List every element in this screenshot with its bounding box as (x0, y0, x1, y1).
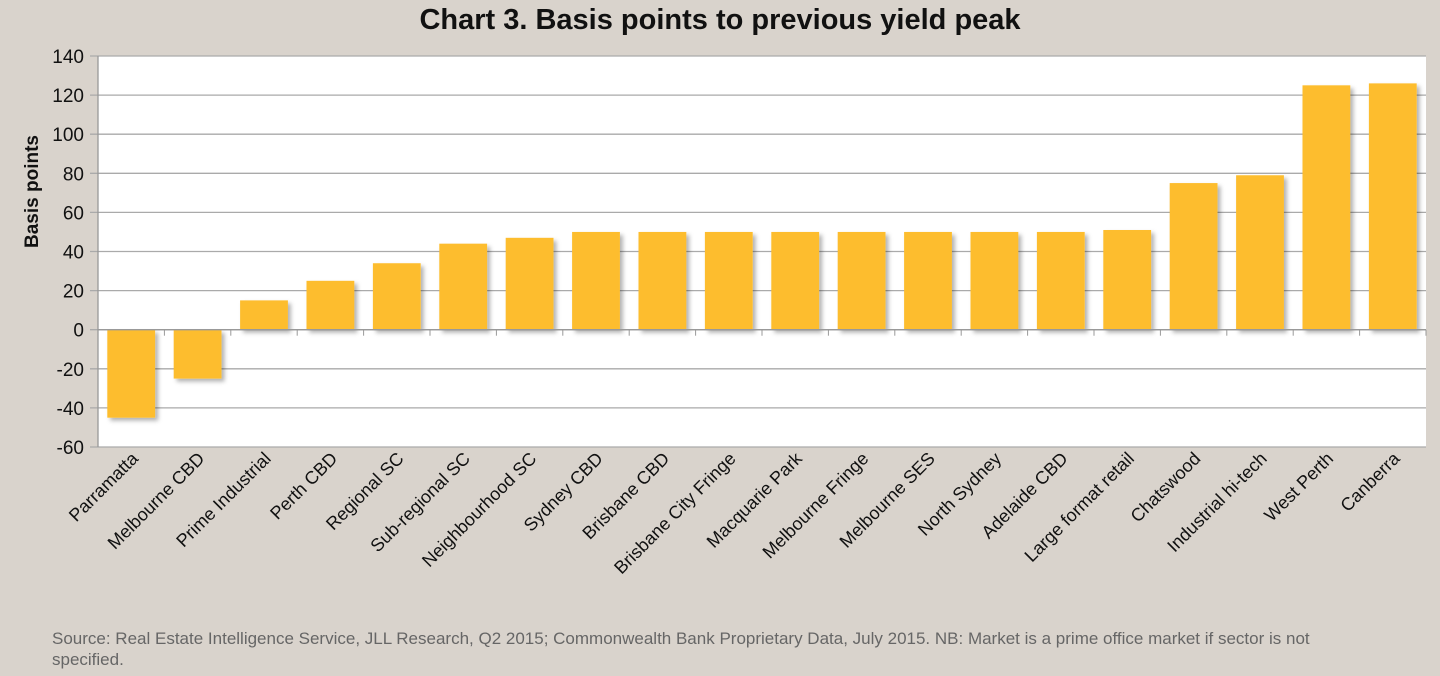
y-tick-label: 80 (63, 164, 84, 185)
y-tick-label: -20 (57, 360, 84, 381)
bar (638, 231, 687, 330)
x-tick-label: West Perth (1260, 448, 1337, 525)
bar (704, 231, 753, 330)
bar (173, 329, 222, 379)
source-note: Source: Real Estate Intelligence Service… (52, 629, 1310, 669)
bar (306, 280, 355, 330)
bar (572, 231, 620, 330)
x-tick-label: Large format retail (1021, 448, 1138, 565)
y-tick-label: 140 (52, 47, 84, 68)
y-tick-label: 40 (63, 243, 84, 264)
bar (107, 329, 156, 418)
bar (505, 237, 554, 330)
bar (439, 243, 488, 330)
y-tick-label: -40 (57, 399, 84, 420)
bar (1169, 183, 1218, 330)
x-tick-label: Brisbane City Fringe (610, 448, 739, 577)
bar (837, 231, 886, 330)
y-tick-label: 0 (73, 321, 84, 342)
y-axis-label: Basis points (22, 135, 43, 248)
y-tick-label: 120 (52, 86, 84, 107)
bar (1103, 229, 1152, 330)
bar (1236, 175, 1284, 330)
bar (372, 263, 421, 330)
y-tick-label: 100 (52, 125, 84, 146)
chart-title: Chart 3. Basis points to previous yield … (419, 4, 1021, 36)
bar (771, 231, 820, 330)
x-tick-label: Neighbourhood SC (418, 448, 540, 570)
bar (1368, 83, 1417, 330)
y-tick-label: -60 (57, 438, 84, 459)
y-tick-label: 60 (63, 203, 84, 224)
bar (904, 231, 952, 330)
bar (970, 231, 1019, 330)
y-tick-label: 20 (63, 282, 84, 303)
bar (1036, 231, 1085, 330)
bar (1302, 85, 1351, 330)
bar (240, 300, 288, 330)
x-tick-label: Canberra (1336, 448, 1404, 516)
